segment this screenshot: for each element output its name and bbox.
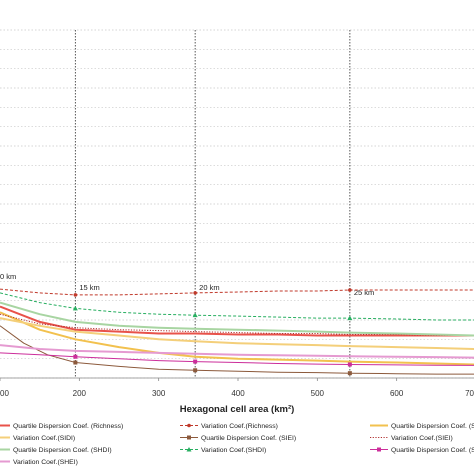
series-line (0, 313, 474, 336)
legend-entry: Quartile Dispersion Coef. (SHEI) (391, 447, 474, 454)
reference-label: 0 km (0, 272, 16, 281)
series-line (0, 317, 474, 350)
series-line (0, 305, 474, 337)
series-marker (347, 315, 353, 321)
legend-entry: Variation Coef.(SHEI) (13, 459, 78, 466)
legend-entry: Variation Coef.(Richness) (201, 423, 278, 430)
legend-entry: Quartile Dispersion Coef. (Richness) (13, 423, 123, 430)
series-marker (72, 305, 78, 311)
legend-entry: Quartile Dispersion Coef. (SIEI) (201, 435, 296, 442)
legend-entry: Quartile Dispersion Coef. (SIDI) (391, 423, 474, 430)
x-tick-label: 200 (73, 389, 87, 398)
x-tick-label: 00 (0, 389, 9, 398)
series-line (0, 301, 474, 337)
series-marker (187, 423, 191, 428)
x-axis: 00 200 300 400 500 600 70 (0, 377, 474, 398)
series-marker (347, 371, 352, 376)
series-marker (186, 447, 192, 452)
legend-entry: Variation Coef.(SIDI) (13, 435, 75, 442)
series-marker (348, 288, 352, 292)
legend: Quartile Dispersion Coef. (Richness) Vari… (0, 423, 474, 466)
series-marker (73, 354, 78, 359)
series-marker (187, 435, 191, 440)
x-axis-label: Hexagonal cell area (km²) (180, 404, 295, 415)
x-tick-label: 70 (465, 389, 474, 398)
series-marker (193, 291, 197, 295)
series-marker (193, 368, 198, 373)
legend-entry: Quartile Dispersion Coef. (SHDI) (13, 447, 112, 454)
x-tick-label: 500 (311, 389, 325, 398)
series-line (0, 344, 474, 359)
reference-lines: 0 km 15 km 20 km 25 km (0, 30, 374, 378)
series-marker (347, 362, 352, 367)
series-marker (73, 293, 78, 297)
reference-label: 15 km (79, 283, 99, 292)
legend-entry: Variation Coef.(SHDI) (201, 447, 266, 454)
legend-entry: Variation Coef.(SIEI) (391, 435, 453, 442)
series-lines (0, 288, 474, 376)
reference-label: 20 km (199, 283, 219, 292)
series-marker (193, 359, 198, 364)
series-marker (377, 447, 381, 452)
series-line (0, 311, 474, 366)
series-line (0, 292, 474, 321)
x-tick-label: 400 (231, 389, 245, 398)
reference-label: 25 km (354, 288, 374, 297)
x-tick-label: 300 (152, 389, 166, 398)
series-line (0, 325, 474, 375)
series-marker (192, 312, 198, 318)
series-marker (73, 360, 78, 365)
x-tick-label: 600 (390, 389, 404, 398)
series-line (0, 288, 474, 296)
grid-lines (0, 29, 474, 379)
